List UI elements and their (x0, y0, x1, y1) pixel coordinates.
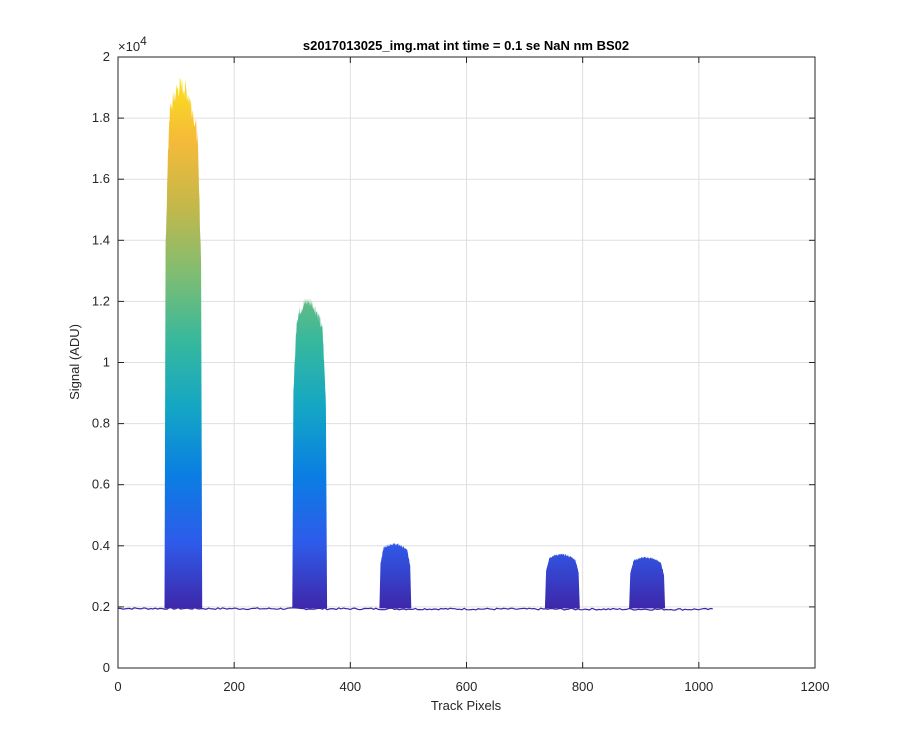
x-tick-label: 400 (339, 679, 361, 694)
y-tick-label: 1.8 (92, 110, 110, 125)
baseline-trace (118, 607, 713, 611)
data-layer (118, 77, 713, 611)
x-tick-label: 200 (223, 679, 245, 694)
y-tick-label: 1.2 (92, 293, 110, 308)
grid (118, 57, 815, 668)
x-axis-label: Track Pixels (431, 698, 502, 713)
peak-5 (629, 556, 666, 609)
peak-3 (379, 542, 412, 609)
y-tick-labels: 0 0.2 0.4 0.6 0.8 1 1.2 1.4 1.6 1.8 2 (92, 49, 110, 675)
x-tick-labels: 0 200 400 600 800 1000 1200 (114, 679, 829, 694)
chart-title: s2017013025_img.mat int time = 0.1 se Na… (303, 38, 629, 53)
x-tick-label: 600 (456, 679, 478, 694)
x-tick-label: 1000 (684, 679, 713, 694)
y-tick-label: 0.6 (92, 477, 110, 492)
y-tick-label: 1.6 (92, 171, 110, 186)
x-tick-label: 0 (114, 679, 121, 694)
y-axis-label: Signal (ADU) (67, 324, 82, 400)
peak-2 (292, 297, 328, 609)
y-tick-label: 2 (103, 49, 110, 64)
x-tick-label: 1200 (801, 679, 830, 694)
y-tick-label: 1.4 (92, 232, 110, 247)
peak-4 (544, 553, 580, 609)
y-exponent-label: ×104 (118, 34, 147, 54)
y-tick-label: 1 (103, 355, 110, 370)
ticks (117, 56, 816, 669)
peak-1 (164, 77, 203, 609)
x-tick-label: 800 (572, 679, 594, 694)
y-tick-label: 0.4 (92, 538, 110, 553)
y-tick-label: 0.2 (92, 599, 110, 614)
y-tick-label: 0.8 (92, 416, 110, 431)
y-tick-label: 0 (103, 660, 110, 675)
